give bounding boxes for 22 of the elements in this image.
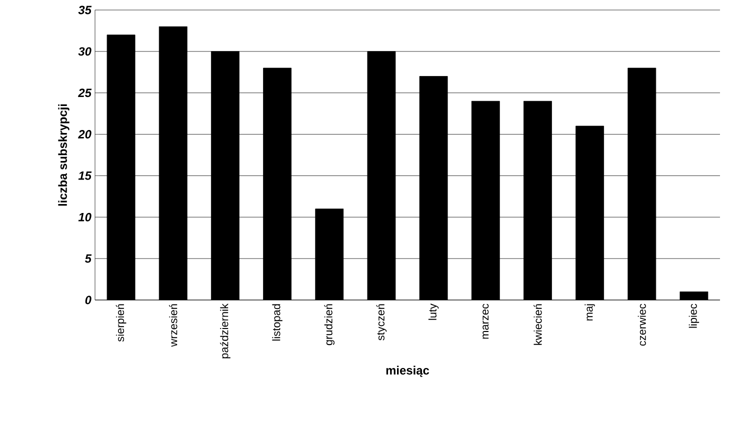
x-axis-title: miesiąc: [386, 366, 430, 377]
x-tick-label: wrzesień: [169, 304, 178, 347]
y-tick-label: 15: [78, 172, 92, 180]
x-tick-label: luty: [428, 304, 439, 320]
x-tick-label: kwiecień: [534, 304, 542, 345]
x-tick-label: czerwiec: [638, 304, 646, 346]
x-tick-label: maj: [584, 304, 595, 320]
x-tick-label: lipiec: [688, 304, 700, 328]
y-tick-label: 0: [85, 296, 92, 304]
x-tick-label: październik: [220, 304, 230, 358]
x-tick-label: styczeń: [376, 304, 387, 340]
x-tick-label: listopad: [272, 304, 282, 341]
y-tick-label: 30: [78, 47, 92, 56]
x-tick-label: marzec: [482, 304, 489, 339]
y-axis-title: liczba subskrypcji: [58, 104, 70, 206]
y-tick-label: 10: [78, 212, 92, 222]
y-tick-label: 25: [78, 88, 92, 98]
y-tick-label: 35: [78, 6, 92, 14]
y-tick-label: 20: [78, 130, 92, 139]
x-tick-label: sierpień: [116, 304, 126, 342]
y-tick-label: 5: [84, 254, 92, 263]
x-tick-label: grudzień: [324, 304, 335, 346]
